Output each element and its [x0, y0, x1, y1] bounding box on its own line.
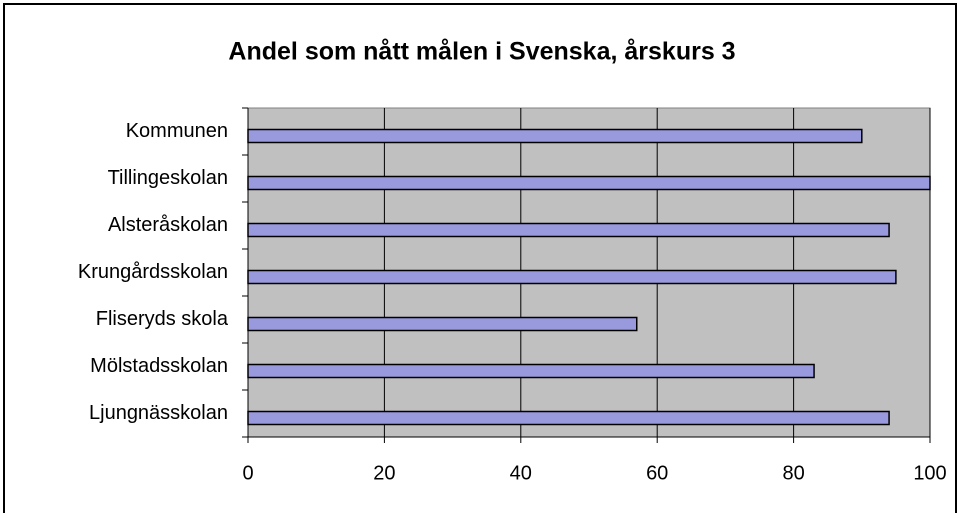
bar [247, 128, 863, 144]
x-tick-label: 80 [782, 462, 804, 484]
x-tick-label: 0 [242, 462, 253, 484]
x-tick-label: 40 [510, 462, 532, 484]
y-tick-label: Krungårdsskolan [78, 261, 228, 283]
bar [247, 269, 897, 285]
bar [247, 222, 890, 238]
bar [247, 316, 638, 332]
x-tick-label: 20 [373, 462, 395, 484]
y-tick-label: Mölstadsskolan [90, 355, 228, 377]
y-tick-label: Tillingeskolan [108, 167, 228, 189]
y-tick-label: Ljungnässkolan [89, 402, 228, 424]
bar [247, 363, 815, 379]
y-tick-label: Kommunen [126, 120, 228, 142]
chart-frame [3, 3, 957, 513]
y-tick-label: Fliseryds skola [96, 308, 229, 330]
chart-title: Andel som nått målen i Svenska, årskurs … [228, 38, 735, 66]
bar [247, 175, 931, 191]
bar [247, 410, 890, 426]
y-tick-label: Alsteråskolan [108, 214, 228, 236]
x-tick-label: 100 [913, 462, 946, 484]
x-tick-label: 60 [646, 462, 668, 484]
